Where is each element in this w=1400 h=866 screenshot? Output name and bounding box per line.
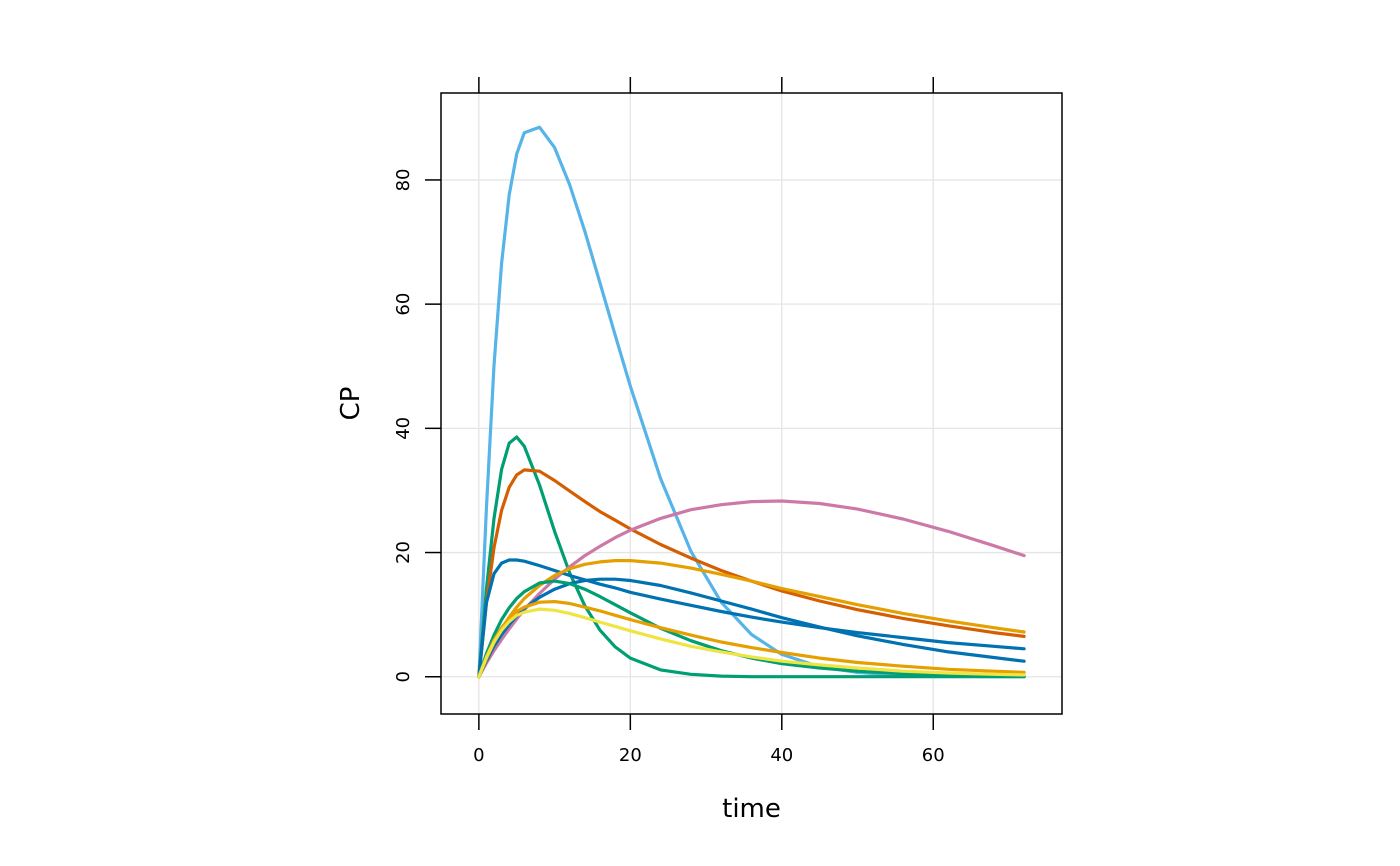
- series-line-3: [477, 468, 1026, 679]
- x-axis: 0 20 40 60: [473, 77, 945, 766]
- series-group: [477, 125, 1026, 679]
- series-line-2: [477, 435, 1026, 679]
- series-line-4: [477, 499, 1026, 679]
- y-axis-title: CP: [336, 387, 366, 421]
- y-tick-label: 80: [393, 168, 414, 191]
- series-line-10: [477, 607, 1026, 679]
- x-tick-label: 60: [922, 745, 945, 766]
- series-line-8: [477, 579, 1026, 679]
- grid: [441, 93, 1062, 714]
- y-tick-label: 60: [393, 293, 414, 316]
- y-tick-label: 40: [393, 417, 414, 440]
- y-tick-label: 0: [393, 671, 414, 682]
- y-tick-label: 20: [393, 541, 414, 564]
- x-tick-label: 0: [473, 745, 484, 766]
- x-tick-label: 40: [770, 745, 793, 766]
- series-line-5: [477, 558, 1026, 679]
- x-tick-label: 20: [619, 745, 642, 766]
- series-line-6: [477, 577, 1026, 679]
- x-axis-title: time: [722, 794, 781, 824]
- plot-frame: [440, 92, 1063, 715]
- series-line-1: [477, 125, 1026, 679]
- series-line-9: [477, 600, 1026, 679]
- y-axis: 0 20 40 60 80: [393, 168, 441, 682]
